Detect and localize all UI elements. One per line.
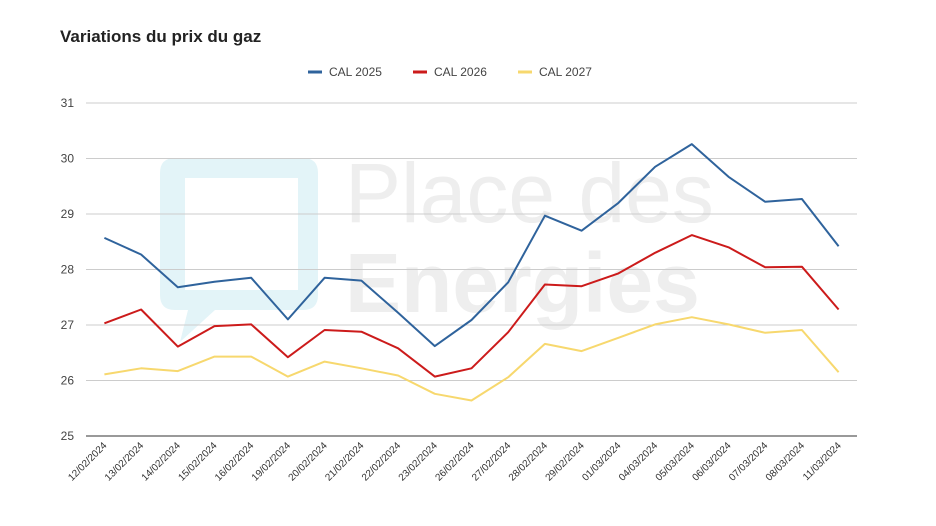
y-tick-label: 28	[61, 263, 75, 277]
legend: CAL 2025 CAL 2026 CAL 2027	[308, 65, 592, 79]
chart-title: Variations du prix du gaz	[60, 27, 262, 46]
legend-item: CAL 2027	[518, 65, 592, 79]
series-line-cal-2026	[104, 234, 840, 378]
watermark-logo-icon	[160, 158, 318, 342]
y-axis: 25 26 27 28 29 30 31	[61, 96, 75, 443]
y-tick-label: 29	[61, 207, 75, 221]
watermark-text-line1: Place des	[345, 146, 714, 240]
legend-item: CAL 2026	[413, 65, 487, 79]
y-tick-label: 25	[61, 429, 75, 443]
watermark-text-line2: Energies	[345, 236, 700, 330]
y-tick-label: 31	[61, 96, 75, 110]
legend-item: CAL 2025	[308, 65, 382, 79]
x-tick-label: 11/03/2024	[801, 440, 844, 483]
y-tick-label: 30	[61, 152, 75, 166]
y-tick-label: 27	[61, 318, 75, 332]
y-tick-label: 26	[61, 374, 75, 388]
series-line-cal-2025	[103, 143, 840, 348]
series-lines	[103, 143, 840, 402]
legend-label: CAL 2027	[539, 65, 592, 79]
x-axis: 12/02/202413/02/202414/02/202415/02/2024…	[66, 440, 844, 483]
series-line-cal-2027	[104, 316, 840, 402]
legend-label: CAL 2026	[434, 65, 487, 79]
x-tick-label: 08/03/2024	[764, 440, 807, 483]
legend-label: CAL 2025	[329, 65, 382, 79]
watermark: Place des Energies	[160, 146, 714, 342]
